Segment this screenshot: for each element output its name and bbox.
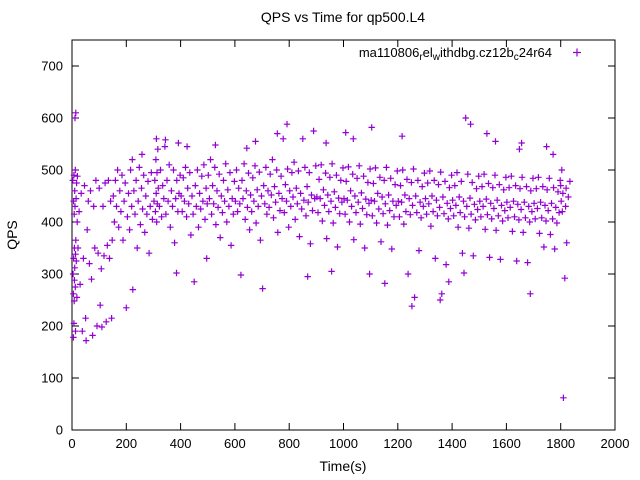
- y-tick-label: 500: [41, 163, 63, 178]
- plot-border: [71, 39, 616, 431]
- y-tick-label: 300: [41, 267, 63, 282]
- data-points: [69, 109, 574, 401]
- x-tick-label: 200: [115, 436, 137, 451]
- x-tick-label: 1800: [546, 436, 575, 451]
- x-tick-label: 1200: [383, 436, 412, 451]
- x-tick-label: 0: [68, 436, 75, 451]
- legend-marker-icon: [573, 48, 581, 57]
- y-tick-label: 400: [41, 215, 63, 230]
- x-tick-label: 1600: [492, 436, 521, 451]
- y-axis-label: QPS: [4, 220, 20, 250]
- chart-title: QPS vs Time for qp500.L4: [261, 9, 425, 25]
- x-tick-label: 400: [170, 436, 192, 451]
- x-tick-label: 2000: [601, 436, 630, 451]
- y-tick-label: 600: [41, 111, 63, 126]
- x-tick-label: 800: [278, 436, 300, 451]
- y-tick-label: 0: [56, 423, 63, 438]
- legend: ma110806relwithdbg.cz12bc24r64: [359, 45, 581, 63]
- y-tick-label: 200: [41, 319, 63, 334]
- y-tick-label: 700: [41, 59, 63, 74]
- x-axis-label: Time(s): [320, 458, 367, 474]
- x-tick-label: 600: [224, 436, 246, 451]
- x-tick-label: 1400: [438, 436, 467, 451]
- legend-label: ma110806relwithdbg.cz12bc24r64: [359, 45, 552, 63]
- x-tick-label: 1000: [329, 436, 358, 451]
- y-tick-label: 100: [41, 371, 63, 386]
- scatter-plus-markers: [69, 109, 574, 401]
- plot-axes: 0 200 400 600 800 1000 1200 1400 1600 1800 2000 0 10…: [41, 39, 630, 451]
